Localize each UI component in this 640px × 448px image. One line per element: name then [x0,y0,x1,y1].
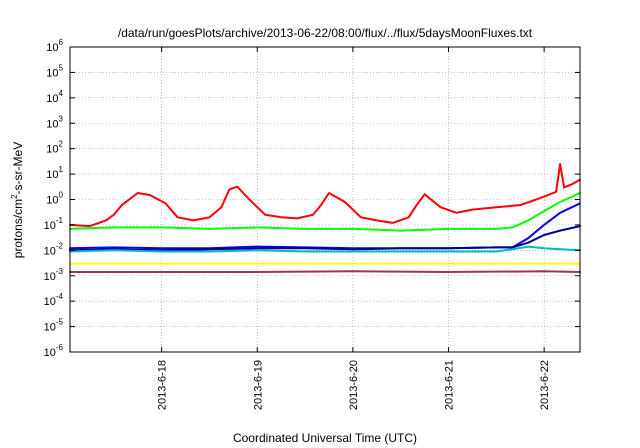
y-tick-label-exponent: 3 [59,114,64,123]
y-tick-label-exponent: -1 [56,216,64,225]
y-tick-label: 10-5 [44,318,64,334]
y-tick-label-base: 10 [46,118,58,130]
y-axis-label: protons/cm2-s-sr-MeV [10,142,25,258]
series-line [69,245,581,253]
x-ticks: 2013-6-18 2013-6-19 2013-6-20 2013-6-21 2013… [157,47,551,410]
x-tick-label: 2013-6-18 [157,360,169,410]
y-axis-label-main: protons/cm [11,199,25,258]
y-tick-label-base: 10 [44,245,56,257]
y-tick-label: 10-1 [44,216,64,232]
y-tick-label-exponent: -2 [56,241,64,250]
y-tick-label: 10-4 [44,292,64,308]
series-line [69,192,581,232]
y-tick-label-base: 10 [44,296,56,308]
y-tick-label-base: 10 [44,347,56,359]
y-tick-label: 10-2 [44,241,64,257]
y-tick-label: 10-3 [44,267,64,283]
y-tick-label-exponent: -5 [56,318,64,327]
y-axis-label-sup: 2 [10,194,19,199]
y-tick-label-base: 10 [46,93,58,105]
x-tick-label: 2013-6-21 [444,360,456,410]
y-tick-label-exponent: -4 [56,292,64,301]
chart-title: /data/run/goesPlots/archive/2013-06-22/0… [118,26,533,40]
y-tick-label-exponent: 1 [59,165,64,174]
y-tick-label: 105 [46,63,63,79]
y-tick-label-exponent: 4 [59,89,64,98]
x-axis-label: Coordinated Universal Time (UTC) [233,431,417,445]
series-line [69,163,581,228]
y-tick-label-base: 10 [46,169,58,181]
y-tick-label: 102 [46,140,63,156]
y-tick-label-base: 10 [46,144,58,156]
y-tick-label: 101 [46,165,63,181]
y-axis-label-rest: -s-sr-MeV [11,142,25,195]
y-tick-label: 103 [46,114,63,130]
y-tick-label-base: 10 [46,67,58,79]
y-tick-label-exponent: 6 [59,38,64,47]
series-line [69,202,581,250]
y-tick-label-exponent: -6 [56,343,64,352]
y-tick-label-base: 10 [44,322,56,334]
y-tick-label-base: 10 [44,271,56,283]
series-line [69,225,581,252]
series-line [69,270,581,273]
y-tick-label: 10-6 [44,343,64,359]
series-layer [69,163,581,273]
y-tick-label-exponent: 2 [59,140,64,149]
x-tick-label: 2013-6-22 [539,360,551,410]
y-tick-label-base: 10 [46,195,58,207]
y-tick-label-base: 10 [46,42,58,54]
x-tick-label: 2013-6-20 [348,360,360,410]
y-tick-label: 100 [46,191,63,207]
y-tick-label: 106 [46,38,63,54]
x-tick-label: 2013-6-19 [252,360,264,410]
y-tick-label: 104 [46,89,63,105]
y-tick-label-base: 10 [44,220,56,232]
y-tick-label-exponent: 5 [59,63,64,72]
y-tick-label-exponent: 0 [59,191,64,200]
y-ticks: 10-610-510-410-310-210-11001011021031041… [44,38,580,359]
y-tick-label-exponent: -3 [56,267,64,276]
